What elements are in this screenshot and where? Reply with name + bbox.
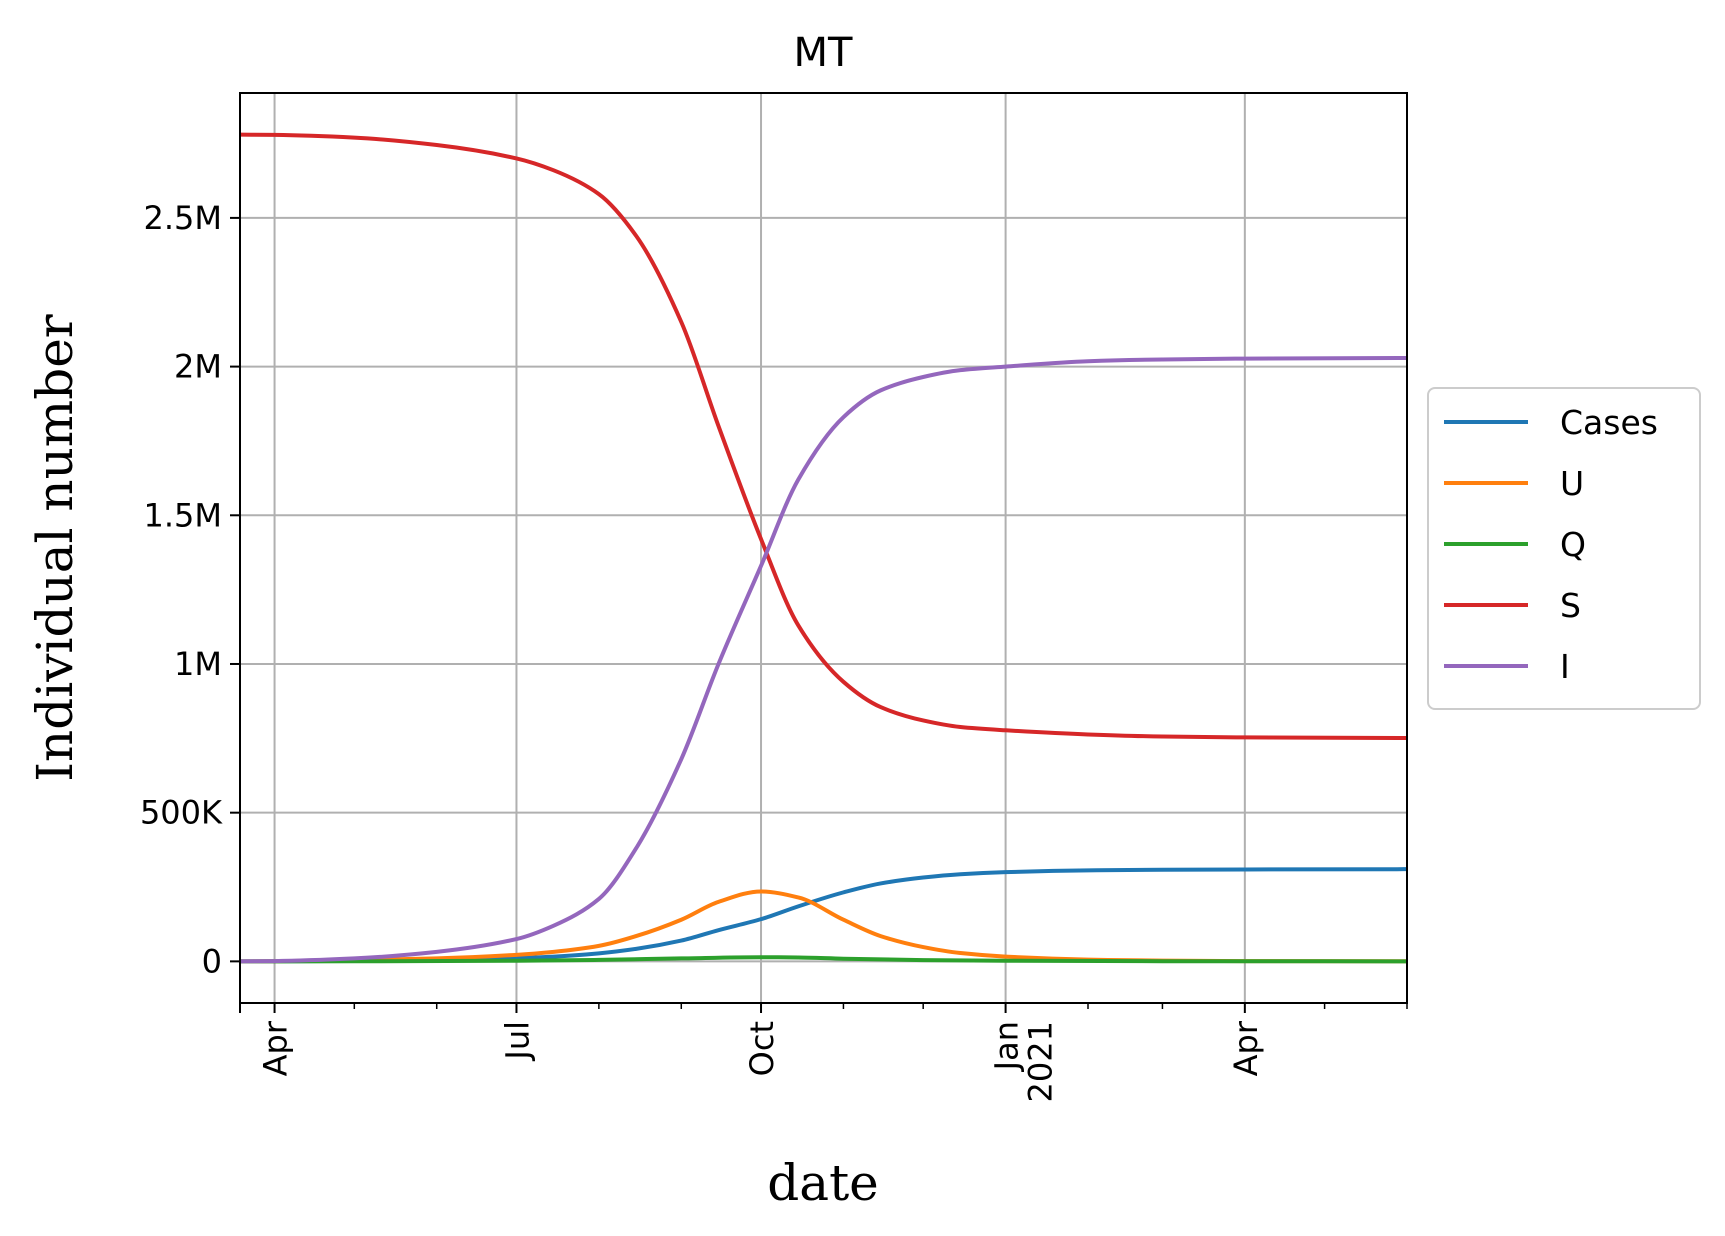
series-lines [239, 132, 1408, 964]
x-tick-label: Apr [1227, 1020, 1265, 1076]
x-tick-label: Apr [257, 1020, 295, 1076]
legend-box [1427, 387, 1701, 710]
y-tick-label: 1.5M [144, 496, 223, 534]
y-tick-label: 0 [202, 942, 222, 980]
y-tick-label: 2M [174, 348, 222, 386]
legend-label: Q [1560, 525, 1586, 564]
chart-title: MT [794, 30, 854, 76]
legend-label: I [1560, 647, 1570, 686]
series-line-i [239, 355, 1408, 964]
legend-label: U [1560, 464, 1584, 503]
plot-frame [239, 92, 1408, 1004]
y-tick-label: 500K [140, 794, 223, 832]
y-tick-label: 2.5M [144, 199, 223, 237]
series-line-q [239, 955, 1408, 964]
x-tick-label: Oct [743, 1021, 781, 1076]
y-axis: 0 500K 1M 1.5M 2M 2.5M [140, 199, 240, 980]
x-tick-year-label: 2021 [1022, 1021, 1060, 1102]
y-axis-label: Individual number [26, 314, 84, 782]
legend-label: Cases [1560, 403, 1658, 442]
x-tick-label: Jan [988, 1021, 1026, 1072]
x-axis-label: date [767, 1154, 879, 1212]
y-tick-label: 1M [174, 645, 222, 683]
legend-label: S [1560, 586, 1581, 625]
series-line-s [239, 132, 1408, 741]
x-tick-label: Jul [498, 1021, 536, 1062]
